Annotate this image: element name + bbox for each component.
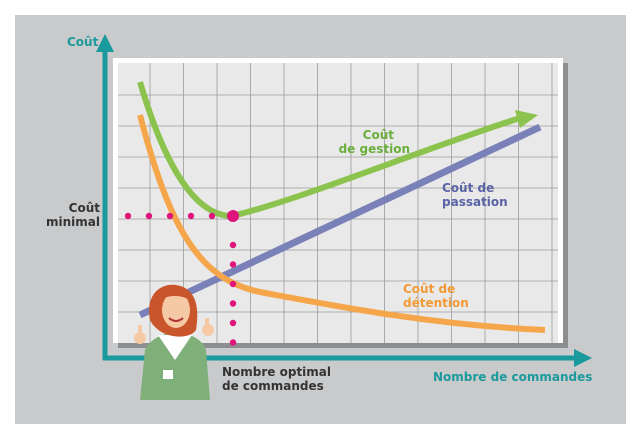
ordering-cost-label: Coût de passation bbox=[442, 181, 508, 209]
x-axis-label: Nombre de commandes bbox=[433, 370, 592, 384]
guide-dot bbox=[187, 212, 195, 220]
arrowhead bbox=[515, 110, 538, 128]
ordering-curve bbox=[138, 123, 542, 319]
optimum-point bbox=[227, 210, 239, 222]
guide-dot bbox=[166, 212, 174, 220]
guide-dots bbox=[124, 212, 237, 346]
guide-dot bbox=[145, 212, 153, 220]
management-cost-label: Coût de gestion bbox=[339, 128, 410, 156]
management-curve bbox=[137, 81, 521, 220]
guide-dot bbox=[208, 212, 216, 220]
y-arrow bbox=[96, 34, 114, 52]
person bbox=[134, 284, 214, 400]
y-axis-label: Coût bbox=[67, 35, 99, 49]
holding-curve bbox=[137, 114, 546, 333]
holding-cost-label: Coût de détention bbox=[403, 282, 469, 310]
guide-dot bbox=[229, 319, 237, 327]
guide-dot bbox=[229, 261, 237, 268]
minimal-cost-label: Coût minimal bbox=[46, 201, 100, 229]
guide-dot bbox=[229, 280, 237, 288]
optimal-orders-label: Nombre optimal de commandes bbox=[222, 365, 331, 393]
guide-dot bbox=[229, 300, 237, 307]
guide-dot bbox=[124, 212, 132, 220]
guide-dot bbox=[229, 339, 237, 346]
guide-dot bbox=[229, 241, 237, 249]
x-arrow bbox=[574, 349, 592, 367]
